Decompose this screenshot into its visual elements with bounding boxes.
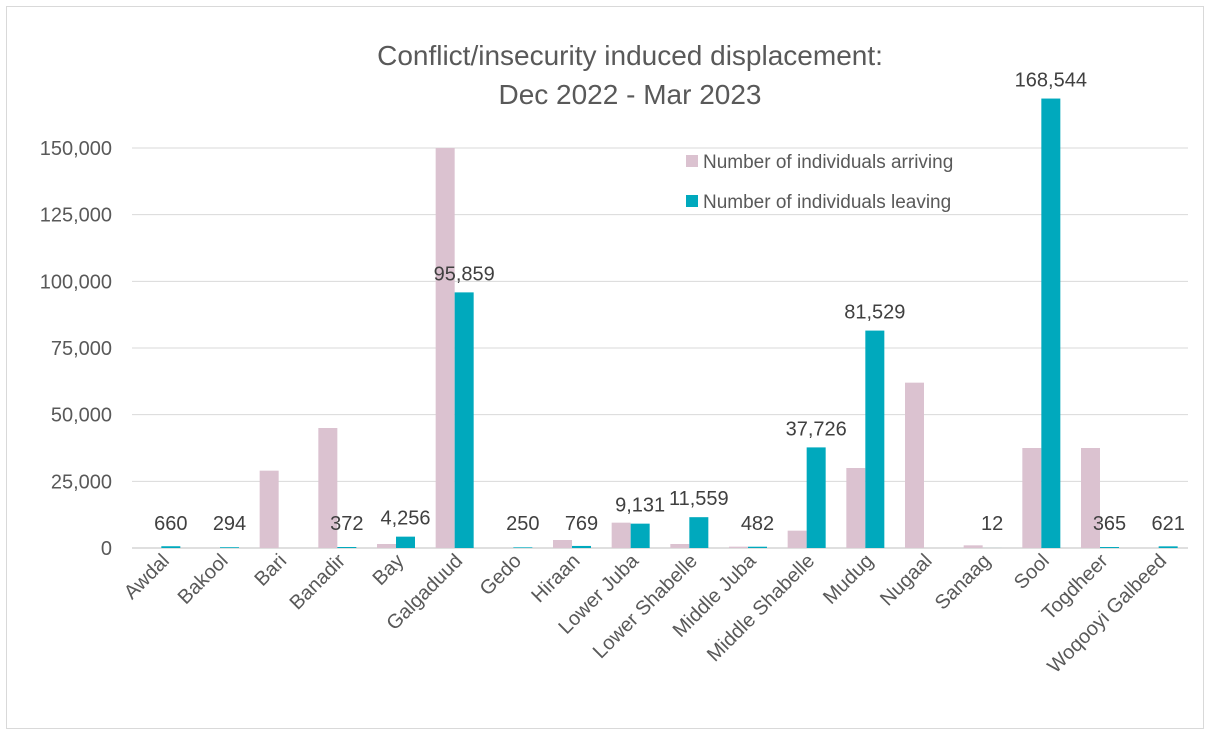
y-tick-label: 100,000 (40, 271, 112, 293)
data-label: 81,529 (844, 302, 905, 324)
x-tick-label: Banadir (286, 550, 351, 615)
bar-arriving (377, 544, 396, 548)
x-tick-label: Mudug (819, 550, 878, 609)
bar-leaving (748, 546, 767, 548)
data-label: 9,131 (615, 495, 665, 517)
bar-arriving (729, 546, 748, 548)
bar-leaving (454, 292, 474, 548)
bar-arriving (670, 544, 690, 548)
data-label: 660 (154, 513, 187, 535)
grid-lines (132, 147, 1188, 549)
bar-leaving (220, 547, 239, 548)
bar-leaving (689, 517, 709, 548)
legend-label-leaving: Number of individuals leaving (703, 192, 951, 213)
bars (161, 98, 1178, 549)
data-labels: 660 294 372 4,256 95,859 250 769 9,131 11,559 482… (154, 70, 1185, 535)
y-tick-label: 0 (101, 538, 112, 560)
bar-leaving (337, 547, 357, 548)
x-tick-label: Gedo (476, 550, 526, 600)
data-label: 482 (741, 513, 774, 535)
x-tick-label: Awdal (120, 550, 174, 604)
data-label: 621 (1151, 513, 1184, 535)
data-label: 95,859 (434, 263, 495, 285)
bar-arriving (963, 545, 983, 548)
data-label: 365 (1093, 513, 1126, 535)
bar-arriving (553, 540, 572, 548)
bar-leaving (1158, 546, 1178, 548)
y-axis: 0 25,000 50,000 75,000 100,000 125,000 150,000 (40, 138, 112, 560)
legend-swatch-arriving (686, 155, 698, 167)
x-tick-label: Middle Shabelle (703, 550, 819, 666)
x-tick-label: Hiraan (527, 550, 584, 607)
bar-arriving (1022, 448, 1042, 548)
data-label: 294 (213, 513, 246, 535)
bar-arriving (259, 470, 279, 548)
bar-arriving (787, 530, 807, 548)
legend-swatch-leaving (686, 195, 698, 207)
x-tick-label: Nugaal (876, 550, 936, 610)
chart-frame (6, 6, 1204, 729)
bar-leaving (1041, 98, 1061, 549)
x-tick-label: Bakool (174, 550, 233, 609)
bar-arriving (318, 428, 338, 548)
data-label: 769 (565, 513, 598, 535)
chart-subtitle: Dec 2022 - Mar 2023 (498, 79, 761, 110)
bar-leaving (1100, 547, 1119, 548)
x-tick-label: Bay (369, 550, 409, 590)
bar-leaving (630, 523, 650, 548)
x-tick-label: Bari (250, 550, 291, 591)
chart-title: Conflict/insecurity induced displacement… (377, 40, 883, 71)
y-tick-label: 150,000 (40, 138, 112, 160)
bar-leaving (161, 546, 181, 548)
bar-arriving (905, 382, 924, 548)
bar-arriving (1081, 448, 1100, 548)
data-label: 4,256 (380, 508, 430, 530)
bar-leaving (806, 447, 826, 548)
bar-arriving (846, 468, 866, 548)
bar-arriving (611, 522, 631, 548)
y-tick-label: 125,000 (40, 205, 112, 227)
data-label: 37,726 (786, 418, 847, 440)
x-tick-label: Sool (1010, 550, 1054, 594)
y-tick-label: 75,000 (51, 338, 112, 360)
y-tick-label: 50,000 (51, 405, 112, 427)
data-label: 372 (330, 513, 363, 535)
x-tick-label: Lower Shabelle (589, 550, 702, 663)
y-tick-label: 25,000 (51, 471, 112, 493)
bar-arriving (435, 148, 455, 548)
bar-leaving (396, 536, 415, 548)
bar-leaving (513, 547, 533, 548)
legend-label-arriving: Number of individuals arriving (703, 152, 953, 173)
x-tick-label: Sanaag (931, 550, 995, 614)
bar-leaving (865, 330, 885, 548)
data-label: 12 (981, 513, 1003, 535)
data-label: 11,559 (669, 488, 729, 510)
data-label: 250 (506, 513, 539, 535)
legend: Number of individuals arriving Number of… (686, 152, 953, 213)
bar-leaving (572, 545, 591, 548)
data-label: 168,544 (1015, 70, 1087, 92)
